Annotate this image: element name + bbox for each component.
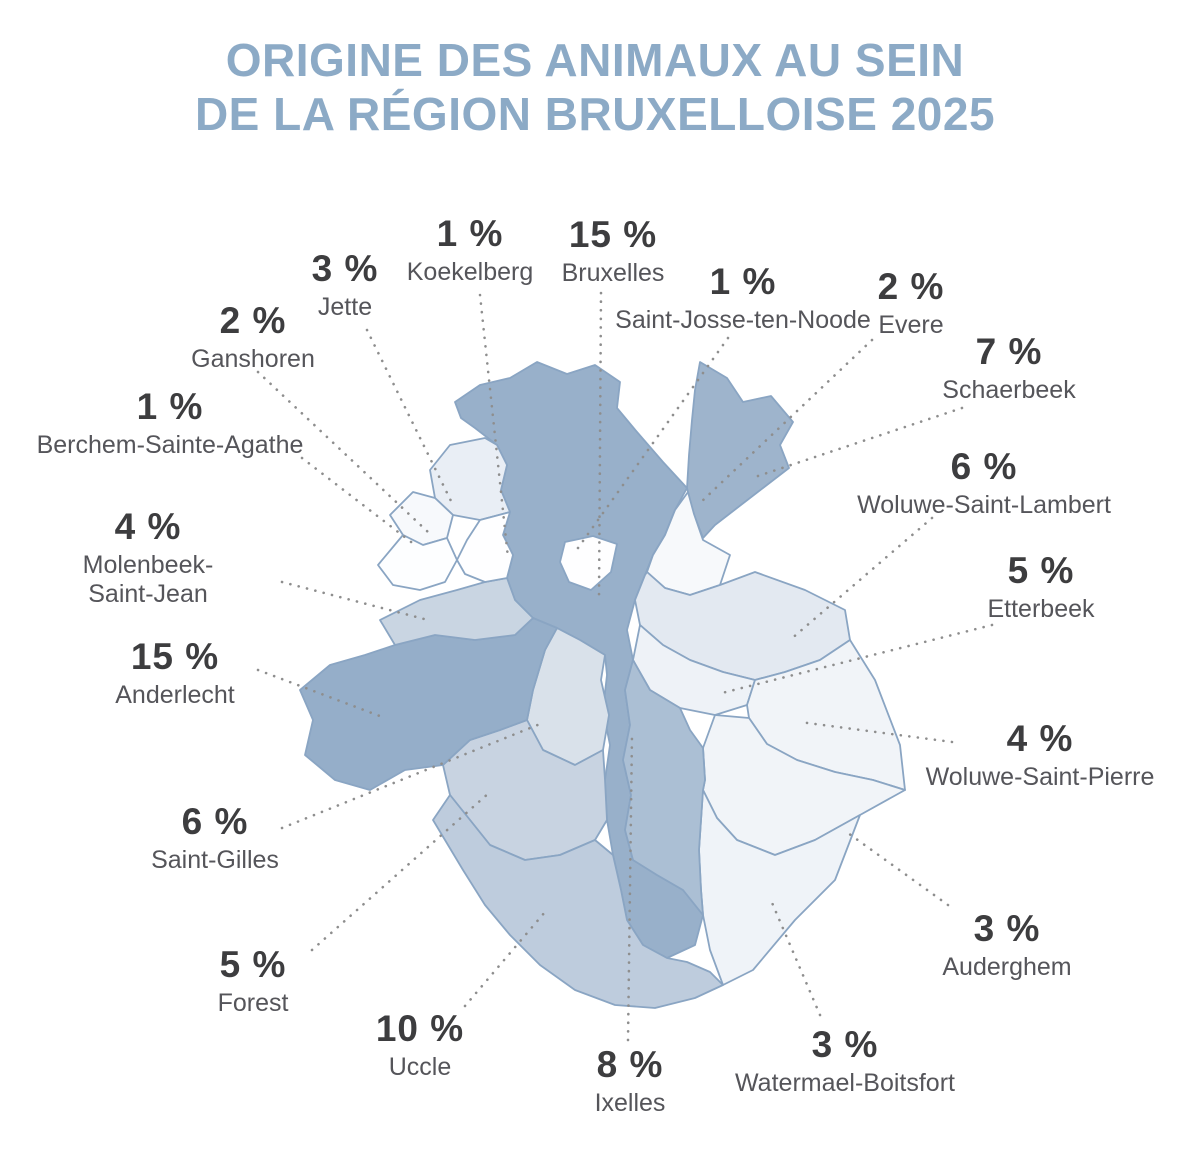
pct-anderlecht: 15 % [130, 636, 220, 677]
leader-line-saint-josse-ten-noode [576, 336, 730, 550]
leader-line-uccle [463, 910, 547, 1008]
leader-line-forest [310, 790, 492, 952]
name-uccle: Uccle [388, 1052, 452, 1081]
leader-line-woluwe-saint-lambert [788, 516, 934, 642]
label-anderlecht: 15 % Anderlecht [115, 636, 235, 710]
pct-ganshoren: 2 % [219, 300, 287, 341]
region-schaerbeek [686, 361, 794, 539]
page-title-line2: DE LA RÉGION BRUXELLOISE 2025 [194, 87, 996, 140]
name-forest: Forest [217, 988, 289, 1017]
name-evere: Evere [878, 310, 944, 339]
pct-uccle: 10 % [375, 1008, 465, 1049]
pct-watermael-boitsfort: 3 % [811, 1024, 879, 1065]
label-schaerbeek: 7 % Schaerbeek [942, 331, 1076, 405]
leader-line-woluwe-saint-pierre [798, 720, 954, 744]
region-ixelles [622, 659, 706, 916]
leader-line-auderghem [846, 831, 950, 907]
label-molenbeek-saint-jean: 4 % Molenbeek-Saint-Jean [63, 506, 233, 608]
page-title: ORIGINE DES ANIMAUX AU SEIN DE LA RÉGION… [0, 34, 1190, 142]
label-auderghem: 3 % Auderghem [942, 908, 1072, 982]
name-koekelberg: Koekelberg [406, 257, 534, 286]
name-etterbeek: Etterbeek [987, 594, 1095, 623]
label-woluwe-saint-pierre: 4 % Woluwe-Saint-Pierre [925, 718, 1155, 792]
name-bruxelles: Bruxelles [561, 258, 665, 287]
region-berchem-sainte-agathe [377, 534, 458, 591]
region-molenbeek-saint-jean [379, 577, 534, 646]
pct-woluwe-saint-lambert: 6 % [950, 446, 1018, 487]
name-woluwe-saint-pierre: Woluwe-Saint-Pierre [925, 762, 1155, 791]
leader-line-schaerbeek [750, 406, 964, 480]
label-koekelberg: 1 % Koekelberg [406, 213, 534, 287]
pct-forest: 5 % [219, 944, 287, 985]
name-woluwe-saint-lambert: Woluwe-Saint-Lambert [857, 490, 1111, 519]
label-saint-gilles: 6 % Saint-Gilles [151, 801, 279, 875]
label-saint-josse-ten-noode: 1 % Saint-Josse-ten-Noode [615, 261, 871, 335]
pct-saint-josse-ten-noode: 1 % [709, 261, 777, 302]
name-molenbeek-saint-jean: Molenbeek-Saint-Jean [82, 550, 214, 608]
name-berchem-sainte-agathe: Berchem-Sainte-Agathe [36, 430, 304, 459]
label-ganshoren: 2 % Ganshoren [191, 300, 315, 374]
label-watermael-boitsfort: 3 % Watermael-Boitsfort [735, 1024, 955, 1098]
leader-line-berchem-sainte-agathe [300, 456, 417, 547]
leader-line-anderlecht [256, 668, 387, 720]
leader-line-molenbeek-saint-jean [280, 580, 430, 622]
pct-jette: 3 % [311, 248, 379, 289]
leader-line-koekelberg [478, 293, 510, 560]
label-uccle: 10 % Uccle [375, 1008, 465, 1082]
leader-line-jette [365, 328, 454, 505]
name-auderghem: Auderghem [942, 952, 1072, 981]
pct-etterbeek: 5 % [1007, 550, 1075, 591]
label-evere: 2 % Evere [877, 266, 945, 340]
pct-woluwe-saint-pierre: 4 % [1006, 718, 1074, 759]
name-jette: Jette [317, 292, 373, 321]
page-title-line1: ORIGINE DES ANIMAUX AU SEIN [225, 34, 965, 86]
name-saint-gilles: Saint-Gilles [151, 845, 279, 874]
label-etterbeek: 5 % Etterbeek [987, 550, 1095, 624]
pct-berchem-sainte-agathe: 1 % [136, 386, 204, 427]
pct-saint-gilles: 6 % [181, 801, 249, 842]
pct-ixelles: 8 % [596, 1044, 664, 1085]
pct-auderghem: 3 % [973, 908, 1041, 949]
label-woluwe-saint-lambert: 6 % Woluwe-Saint-Lambert [857, 446, 1111, 520]
pct-koekelberg: 1 % [436, 213, 504, 254]
leader-line-evere [698, 338, 874, 505]
label-forest: 5 % Forest [217, 944, 289, 1018]
name-ixelles: Ixelles [594, 1088, 666, 1117]
name-watermael-boitsfort: Watermael-Boitsfort [735, 1068, 955, 1097]
pct-molenbeek-saint-jean: 4 % [114, 506, 182, 547]
name-schaerbeek: Schaerbeek [942, 375, 1076, 404]
leader-line-bruxelles [597, 291, 603, 600]
pct-schaerbeek: 7 % [975, 331, 1043, 372]
pct-evere: 2 % [877, 266, 945, 307]
label-berchem-sainte-agathe: 1 % Berchem-Sainte-Agathe [36, 386, 304, 460]
name-saint-josse-ten-noode: Saint-Josse-ten-Noode [615, 305, 871, 334]
region-saint-josse-ten-noode [559, 535, 618, 591]
pct-bruxelles: 15 % [568, 214, 658, 255]
name-ganshoren: Ganshoren [191, 344, 315, 373]
label-jette: 3 % Jette [311, 248, 379, 322]
label-ixelles: 8 % Ixelles [594, 1044, 666, 1118]
region-uccle [432, 794, 724, 1009]
region-koekelberg [456, 511, 514, 583]
leader-line-ixelles [626, 733, 634, 1042]
label-bruxelles: 15 % Bruxelles [561, 214, 665, 288]
name-anderlecht: Anderlecht [115, 680, 235, 709]
